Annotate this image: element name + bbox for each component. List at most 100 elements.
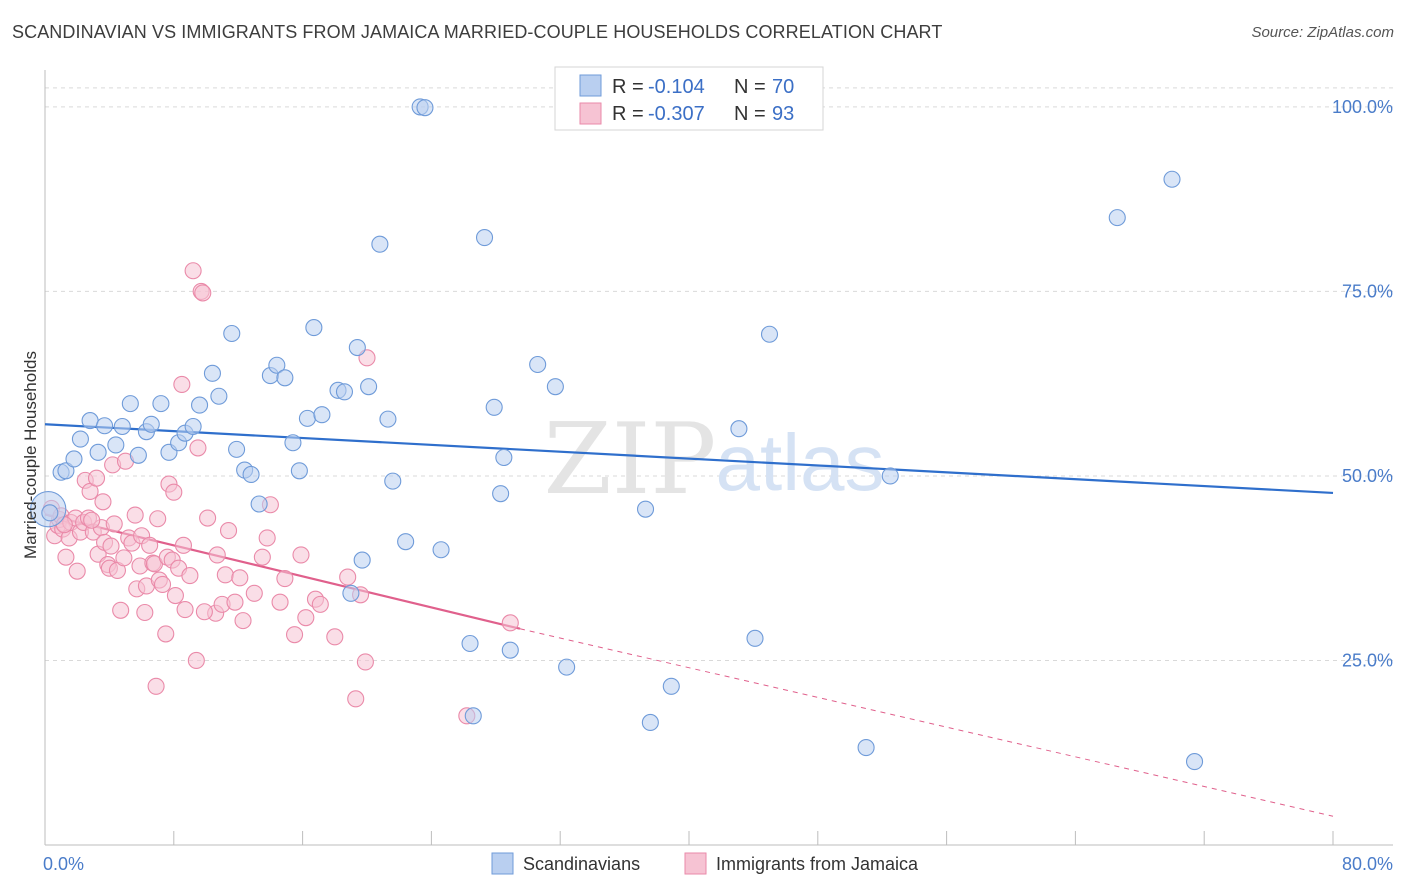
- point-scandinavian: [223, 324, 241, 343]
- point-scandinavian: [360, 378, 378, 396]
- point-scandinavian: [71, 430, 89, 448]
- legend-r-value-pink: -0.307: [648, 103, 705, 125]
- point-scandinavian: [298, 409, 316, 427]
- point-jamaica: [226, 593, 244, 611]
- point-jamaica: [339, 568, 357, 586]
- legend-bottom-swatch-pink: [684, 852, 707, 875]
- legend-n-label-pink: N =: [734, 103, 766, 125]
- trend-line-blue: [44, 423, 1334, 495]
- point-jamaica: [347, 690, 365, 708]
- y-tick-label: 25.0%: [1342, 650, 1393, 670]
- legend-n-value-pink: 93: [772, 103, 794, 125]
- point-scandinavian: [348, 338, 366, 357]
- point-scandinavian: [335, 383, 354, 401]
- point-jamaica: [216, 566, 234, 584]
- y-axis-label: Married-couple Households: [21, 351, 40, 559]
- legend-n-value-blue: 70: [772, 76, 794, 98]
- point-scandinavian: [142, 415, 160, 433]
- point-scandinavian: [379, 410, 397, 428]
- point-jamaica: [136, 603, 154, 622]
- point-scandinavian: [81, 412, 99, 430]
- legend-bottom: Scandinavians Immigrants from Jamaica: [491, 852, 919, 875]
- point-jamaica: [292, 546, 310, 564]
- point-scandinavian: [641, 713, 659, 732]
- chart-title: SCANDINAVIAN VS IMMIGRANTS FROM JAMAICA …: [12, 22, 943, 42]
- point-scandinavian: [184, 417, 202, 436]
- watermark: ZIP atlas: [544, 403, 885, 517]
- point-jamaica: [199, 509, 217, 527]
- point-scandinavian: [397, 533, 415, 551]
- point-jamaica: [126, 506, 144, 524]
- point-scandinavian: [41, 504, 59, 522]
- point-scandinavian: [432, 541, 450, 559]
- point-jamaica: [166, 586, 184, 605]
- point-jamaica: [234, 612, 252, 630]
- legend-swatch-blue: [579, 74, 602, 97]
- point-jamaica: [176, 600, 194, 619]
- watermark-zip: ZIP: [544, 403, 717, 517]
- point-scandinavian: [730, 420, 748, 438]
- point-jamaica: [115, 549, 133, 567]
- point-jamaica: [112, 601, 130, 619]
- point-scandinavian: [760, 325, 779, 343]
- point-scandinavian: [242, 465, 260, 484]
- point-scandinavian: [113, 417, 131, 436]
- legend-r-label-blue: R =: [612, 76, 644, 98]
- point-scandinavian: [342, 584, 360, 602]
- point-scandinavian: [250, 495, 268, 513]
- legend-bottom-label-pink: Immigrants from Jamaica: [716, 854, 919, 874]
- point-jamaica: [105, 515, 123, 533]
- point-jamaica: [57, 548, 75, 566]
- legend-r-label-pink: R =: [612, 103, 644, 125]
- point-jamaica: [153, 575, 172, 594]
- point-jamaica: [258, 529, 276, 547]
- point-scandinavian: [191, 396, 209, 414]
- point-jamaica: [253, 548, 271, 566]
- trend-line-scandinavians: [44, 423, 1334, 495]
- point-scandinavian: [276, 369, 294, 387]
- point-scandinavian: [129, 446, 147, 464]
- point-scandinavian: [1185, 753, 1204, 771]
- legend-bottom-label-blue: Scandinavians: [523, 854, 640, 874]
- point-jamaica: [174, 536, 193, 554]
- legend-bottom-swatch-blue: [491, 852, 514, 875]
- point-scandinavian: [1108, 209, 1126, 227]
- point-scandinavian: [121, 395, 139, 413]
- point-jamaica: [208, 546, 226, 564]
- point-jamaica: [94, 493, 112, 511]
- point-jamaica: [173, 375, 191, 393]
- point-jamaica: [271, 593, 289, 611]
- point-scandinavian: [57, 462, 75, 480]
- point-scandinavian: [492, 485, 510, 503]
- legend-r-value-blue: -0.104: [648, 76, 705, 98]
- point-jamaica: [165, 483, 183, 501]
- point-scandinavian: [416, 99, 434, 117]
- point-scandinavian: [495, 448, 513, 467]
- point-scandinavian: [210, 387, 228, 405]
- y-tick-labels: 25.0% 50.0% 75.0% 100.0%: [1332, 97, 1393, 671]
- point-scandinavian: [558, 658, 576, 676]
- point-jamaica: [83, 511, 101, 529]
- point-scandinavian: [290, 462, 308, 480]
- point-scandinavian: [501, 641, 519, 659]
- point-jamaica: [189, 439, 207, 457]
- point-scandinavian: [152, 395, 170, 413]
- y-tick-label: 75.0%: [1342, 281, 1393, 301]
- axes: [44, 70, 1393, 846]
- point-scandinavian: [268, 356, 286, 374]
- x-tick-min: 0.0%: [43, 854, 84, 874]
- points-scandinavians: [30, 98, 1204, 771]
- point-jamaica: [285, 626, 304, 644]
- point-jamaica: [157, 625, 175, 643]
- point-scandinavian: [881, 467, 899, 485]
- point-jamaica: [194, 284, 212, 302]
- y-tick-label: 50.0%: [1342, 466, 1393, 486]
- point-jamaica: [149, 510, 167, 528]
- point-jamaica: [326, 628, 344, 646]
- point-scandinavian: [662, 677, 680, 695]
- point-scandinavian: [546, 378, 564, 396]
- point-scandinavian: [107, 436, 125, 454]
- point-scandinavian: [313, 406, 331, 424]
- point-scandinavian: [305, 319, 323, 337]
